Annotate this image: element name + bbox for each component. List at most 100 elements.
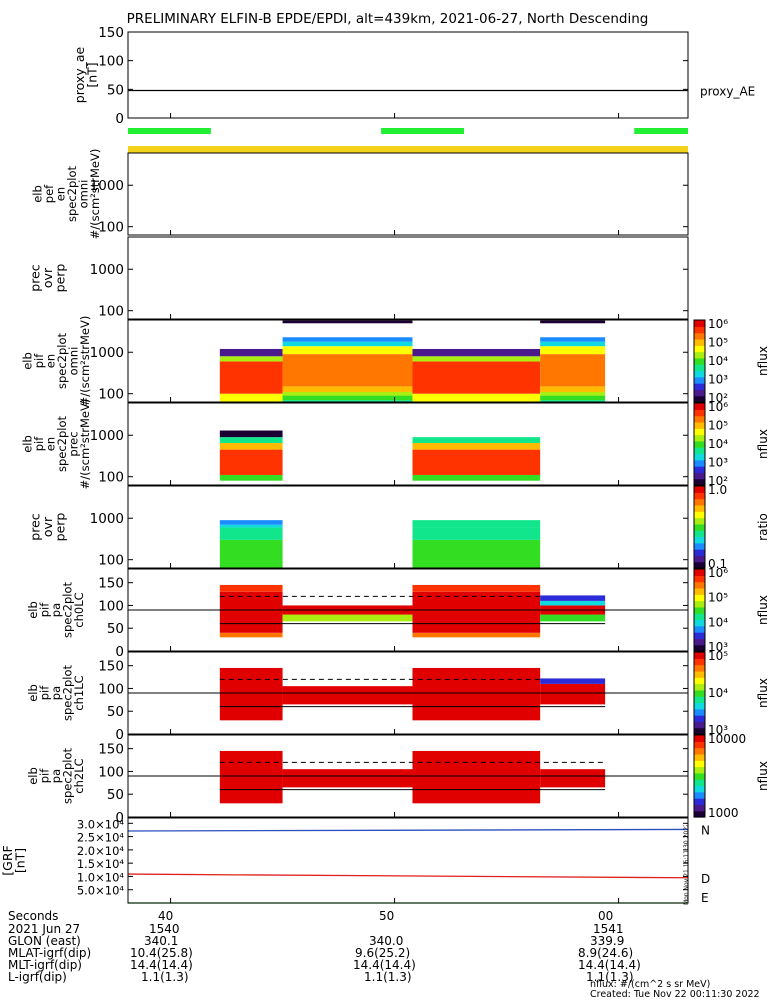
colorbar-swatch (694, 747, 705, 755)
colorbar-frame (693, 734, 706, 818)
y-axis-label: spec2plot (61, 581, 75, 638)
heatmap-cell (282, 391, 413, 396)
colorbar-label: nflux (756, 429, 770, 459)
footer-label-mlat: MLAT-igrf(dip) (8, 946, 92, 960)
colorbar-swatch (694, 644, 705, 652)
colorbar-swatch (694, 785, 705, 793)
heatmap-cell (412, 348, 541, 357)
heatmap-cell (282, 320, 413, 324)
heatmap-cell (219, 520, 283, 525)
heatmap-cell (412, 591, 541, 633)
colorbar-swatch (694, 606, 705, 614)
y-axis-label: [nT] (84, 62, 99, 87)
y-tick-label: 2.5×10⁴ (77, 831, 125, 845)
colorbar-tick-label: 10³ (708, 373, 728, 387)
y-tick-label: 5.0×10⁴ (77, 884, 125, 898)
panel-frame (127, 236, 689, 320)
colorbar-swatch (694, 791, 705, 799)
y-axis-label: en (43, 354, 57, 368)
heatmap-cell (540, 683, 606, 705)
footer-c40-seconds: 40 (158, 909, 174, 923)
footer-c40-glon: 340.1 (144, 934, 179, 948)
colorbar-swatch (694, 638, 705, 646)
footer-c40-date: 1540 (149, 922, 180, 936)
colorbar-swatch (694, 753, 705, 761)
y-axis-label: spec2plot (61, 664, 75, 721)
colorbar-swatch (694, 619, 705, 627)
y-axis-label: pef (42, 184, 56, 203)
heatmap-cell (540, 341, 606, 347)
footer-c50-glon: 340.0 (369, 934, 404, 948)
y-axis-label: elb (26, 767, 40, 785)
colorbar-swatch (694, 428, 705, 436)
side-timestamp: Mon Nov 21 16:11:30 2022 (683, 825, 690, 905)
heatmap-cell (540, 391, 606, 396)
colorbar-swatch (694, 810, 705, 818)
heatmap-cell (412, 750, 541, 804)
colorbar-tick-label: 10⁵ (708, 336, 728, 350)
y-axis-label: pif (38, 685, 52, 700)
series-line-N (127, 828, 689, 832)
y-axis-label: pif (32, 353, 46, 368)
colorbar-swatch (694, 683, 705, 691)
colorbar-swatch (694, 735, 705, 742)
colorbar-tick-label: 10⁴ (708, 437, 728, 451)
colorbar-swatch (694, 403, 705, 410)
footer-label-glon: GLON (east) (8, 934, 81, 948)
footer-label-date: 2021 Jun 27 (8, 922, 81, 936)
y-axis-label: en (43, 437, 57, 451)
panel-frame (127, 485, 689, 569)
panel-elb_pif_prec_ovr_perp (127, 485, 706, 569)
colorbar-tick-label: 10⁴ (708, 615, 728, 629)
y-tick-label: 100 (98, 470, 124, 486)
y-axis-label: ch2LC (72, 758, 86, 793)
panel-elb_pif_pa_ch2LC (127, 734, 706, 818)
y-tick-label: 150 (98, 742, 124, 758)
colorbar-swatch (694, 658, 705, 666)
colorbar-swatch (694, 459, 705, 467)
panel-frame (127, 568, 689, 652)
y-axis-label: elb (26, 601, 40, 619)
y-axis-label: pa (49, 603, 63, 617)
colorbar-tick-label: 10⁶ (708, 317, 728, 331)
panel-frame (127, 651, 689, 735)
panel-elb_pif_en_prec (127, 402, 706, 486)
y-axis-label: spec2plot (55, 415, 69, 472)
series-label-D: D (701, 872, 710, 886)
heatmap-cell (540, 769, 606, 788)
colorbar-swatch (694, 587, 705, 595)
colorbar-tick-label: 10⁶ (708, 566, 728, 580)
footer-c60-mlat: 8.9(24.6) (578, 946, 634, 960)
y-axis-label: [nT] (12, 848, 27, 873)
coverage-yellow-bar (128, 146, 688, 153)
colorbar-swatch (694, 383, 705, 390)
colorbar-swatch (694, 561, 705, 569)
panel-frame (127, 319, 689, 403)
colorbar-swatch (694, 555, 705, 563)
y-tick-label: 150 (98, 25, 124, 41)
y-axis-label: pa (49, 769, 63, 783)
footer-c60-l: 1.1(1.3) (586, 970, 634, 984)
heatmap-cell (412, 361, 541, 394)
heatmap-cell (282, 686, 413, 705)
colorbar-frame (693, 402, 706, 486)
heatmap-cell (540, 337, 606, 342)
colorbar-tick-label: 1000 (708, 806, 739, 820)
y-axis-label: spec2plot (61, 747, 75, 804)
heatmap-cell (219, 356, 283, 362)
heatmap-cell (412, 474, 541, 481)
heatmap-cell (282, 386, 413, 392)
heatmap-cell (540, 386, 606, 392)
colorbar-swatch (694, 332, 705, 340)
colorbar-swatch (694, 600, 705, 608)
y-axis-label: ch0LC (72, 592, 86, 627)
y-axis-label: elb (30, 185, 44, 203)
colorbar-swatch (694, 613, 705, 621)
y-axis-label: #/(scm²strMeV) (88, 149, 102, 240)
colorbar-swatch (694, 766, 705, 774)
y-axis-label: #/(scm²strMeV) (78, 316, 92, 407)
y-tick-label: 2.0×10⁴ (77, 844, 125, 858)
created-timestamp: Created: Tue Nov 22 00:11:30 2022 (590, 989, 760, 1000)
heatmap-cell (282, 400, 413, 402)
